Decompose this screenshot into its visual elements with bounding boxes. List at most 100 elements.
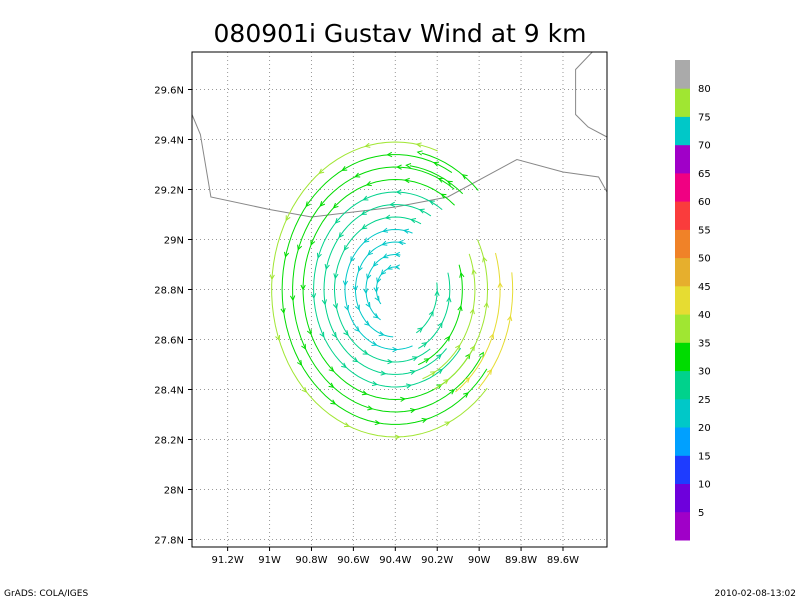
wind-arrowhead — [374, 295, 380, 302]
x-tick-label: 91W — [258, 555, 281, 566]
wind-arrowhead — [365, 301, 371, 309]
wind-arrowhead — [380, 269, 387, 276]
wind-arrowhead — [457, 304, 463, 312]
wind-streamline — [355, 241, 406, 338]
wind-arrowhead — [376, 277, 382, 284]
colorbar-label: 65 — [698, 169, 711, 180]
colorbar-label: 80 — [698, 84, 711, 95]
wind-arrowhead — [409, 218, 417, 224]
wind-arrowhead — [394, 264, 401, 270]
wind-arrowhead — [471, 268, 477, 275]
wind-streamline — [323, 204, 447, 375]
wind-arrowhead — [316, 252, 322, 259]
wind-arrowhead — [319, 331, 325, 338]
colorbar-swatch — [675, 88, 690, 117]
colorbar-label: 35 — [698, 338, 711, 349]
wind-arrowhead — [418, 208, 425, 214]
wind-arrowhead — [489, 333, 495, 340]
wind-arrowhead — [332, 202, 339, 209]
wind-arrowhead — [374, 419, 381, 426]
wind-arrowhead — [437, 368, 444, 374]
wind-arrowhead — [366, 273, 372, 280]
wind-arrowhead — [331, 332, 337, 338]
wind-arrowhead — [318, 168, 325, 175]
wind-arrowhead — [333, 273, 339, 280]
wind-arrowhead — [357, 265, 363, 272]
x-tick-label: 90.2W — [421, 555, 453, 566]
wind-streamline — [333, 216, 431, 363]
footer-credit: GrADS: COLA/IGES — [4, 589, 88, 599]
wind-arrowhead — [483, 301, 489, 308]
wind-arrowhead — [342, 280, 349, 287]
wind-arrowhead — [275, 334, 281, 341]
wind-arrowhead — [297, 244, 303, 251]
wind-arrowhead — [343, 330, 349, 336]
colorbar-swatch — [675, 60, 690, 89]
wind-arrowhead — [416, 150, 423, 156]
wind-arrowhead — [469, 345, 476, 352]
wind-arrowhead — [412, 356, 419, 362]
wind-arrowhead — [341, 362, 348, 369]
wind-arrowhead — [405, 163, 412, 169]
wind-arrowhead — [446, 180, 453, 186]
x-tick-label: 89.6W — [547, 555, 579, 566]
colorbar-swatch — [675, 342, 690, 372]
wind-arrowhead — [386, 151, 393, 158]
wind-arrowhead — [301, 387, 308, 393]
wind-arrowhead — [360, 210, 367, 215]
wind-arrowhead — [328, 366, 335, 372]
x-axis-ticks: 91.2W 91W 90.8W 90.6W 90.4W 90.2W 90W 89.8W 89.6… — [212, 547, 579, 566]
wind-arrowhead — [371, 381, 379, 387]
wind-arrowhead — [310, 293, 317, 300]
wind-arrowhead — [389, 201, 396, 208]
y-tick-label: 29.6N — [154, 86, 184, 97]
wind-arrowhead — [328, 382, 335, 388]
wind-arrowhead — [443, 378, 450, 385]
colorbar-label: 45 — [698, 282, 711, 293]
wind-arrowhead — [361, 224, 368, 230]
colorbar-label: 55 — [698, 225, 711, 236]
wind-arrowhead — [364, 142, 371, 148]
wind-arrowhead — [444, 421, 451, 427]
wind-arrowhead — [343, 422, 351, 428]
y-tick-label: 28.6N — [154, 336, 184, 347]
wind-arrowhead — [296, 359, 303, 366]
wind-arrowhead — [334, 218, 341, 224]
wind-streamline — [415, 282, 438, 334]
wind-arrowhead — [478, 351, 484, 358]
wind-arrowhead — [305, 201, 311, 208]
wind-arrowhead — [415, 142, 422, 148]
wind-arrowhead — [507, 315, 513, 322]
colorbar-label: 70 — [698, 141, 711, 152]
wind-arrowhead — [459, 271, 465, 278]
colorbar-label: 75 — [698, 113, 711, 124]
wind-arrowhead — [381, 240, 388, 246]
wind-arrowhead — [387, 359, 394, 365]
y-tick-label: 28.2N — [154, 436, 184, 447]
wind-arrowhead — [306, 329, 312, 336]
wind-arrowhead — [367, 405, 374, 411]
wind-streamline — [313, 191, 462, 388]
wind-arrowhead — [392, 346, 399, 353]
wind-arrowhead — [444, 335, 451, 342]
wind-arrowhead — [482, 256, 488, 263]
wind-arrowhead — [371, 341, 378, 346]
colorbar-swatch — [675, 144, 690, 174]
coastline-segment — [575, 51, 608, 138]
colorbar-swatch — [675, 314, 690, 343]
wind-arrowhead — [341, 166, 348, 171]
colorbar-swatch — [675, 455, 690, 484]
wind-arrowhead — [449, 389, 456, 395]
wind-arrowhead — [395, 164, 402, 170]
wind-arrowhead — [338, 232, 344, 239]
wind-streamline — [375, 266, 399, 305]
wind-arrowhead — [378, 331, 385, 337]
colorbar: 5 10 15 20 25 30 35 40 45 50 55 60 65 70 75 80 — [675, 60, 711, 541]
wind-arrowhead — [437, 177, 444, 183]
x-tick-label: 89.8W — [505, 555, 537, 566]
wind-arrowhead — [352, 285, 359, 292]
wind-arrowhead — [367, 249, 374, 256]
wind-arrowhead — [384, 214, 391, 220]
wind-arrowhead — [319, 201, 326, 207]
colorbar-swatch — [675, 116, 690, 146]
